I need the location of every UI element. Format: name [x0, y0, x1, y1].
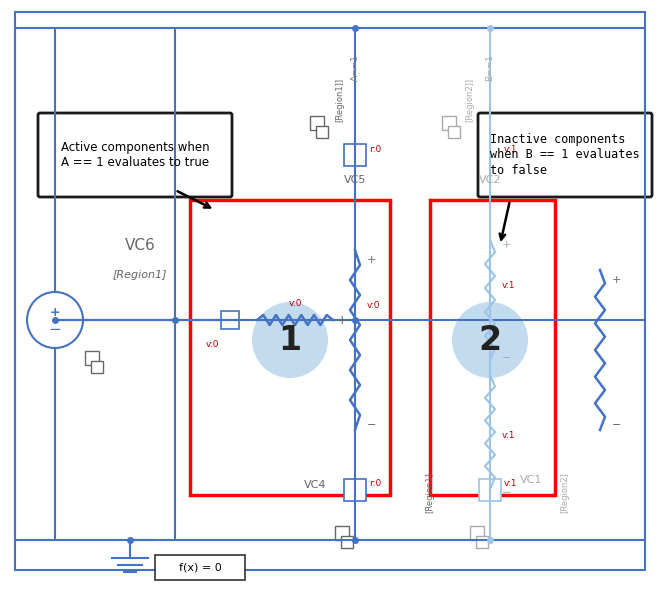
- Bar: [344, 144, 366, 166]
- Text: [Region2]: [Region2]: [560, 472, 570, 514]
- Text: VC1: VC1: [520, 475, 543, 485]
- Text: r:0: r:0: [369, 144, 381, 154]
- Text: +: +: [367, 255, 376, 265]
- Text: VC2: VC2: [478, 175, 501, 185]
- Text: f(x) = 0: f(x) = 0: [179, 563, 221, 573]
- Text: Active components when
A == 1 evaluates to true: Active components when A == 1 evaluates …: [61, 141, 209, 169]
- Text: [Region1]: [Region1]: [113, 270, 167, 280]
- Bar: [479, 479, 501, 501]
- Bar: [316, 126, 328, 138]
- Text: −: −: [612, 420, 621, 430]
- Bar: [335, 526, 349, 540]
- Text: v:1: v:1: [504, 144, 517, 154]
- Text: B==1: B==1: [486, 55, 494, 81]
- Bar: [476, 536, 488, 548]
- Text: 2: 2: [478, 323, 502, 356]
- Bar: [430, 200, 555, 495]
- Text: +: +: [502, 240, 512, 250]
- Text: +: +: [337, 313, 348, 326]
- Bar: [442, 116, 456, 130]
- Text: v:0: v:0: [288, 299, 302, 308]
- Text: [Region1]: [Region1]: [426, 472, 434, 514]
- Bar: [310, 116, 324, 130]
- Text: +: +: [50, 306, 60, 319]
- Text: A==1: A==1: [350, 55, 360, 81]
- Text: −: −: [49, 322, 61, 336]
- Text: Inactive components
when B == 1 evaluates
to false: Inactive components when B == 1 evaluate…: [490, 134, 640, 177]
- Text: v:1: v:1: [504, 479, 517, 488]
- Text: −: −: [242, 313, 253, 326]
- Text: r:0: r:0: [369, 479, 381, 488]
- Bar: [479, 144, 501, 166]
- Text: −: −: [367, 420, 376, 430]
- Bar: [448, 126, 460, 138]
- Text: v:0: v:0: [367, 300, 381, 309]
- Text: 1: 1: [279, 323, 302, 356]
- Bar: [341, 536, 353, 548]
- Bar: [190, 200, 390, 495]
- Text: [Region1]]: [Region1]]: [335, 78, 345, 122]
- Text: −: −: [502, 353, 512, 363]
- Text: VC6: VC6: [125, 237, 155, 253]
- Text: VC5: VC5: [344, 175, 366, 185]
- FancyBboxPatch shape: [478, 113, 652, 197]
- Bar: [155, 555, 245, 580]
- Bar: [221, 311, 239, 329]
- FancyBboxPatch shape: [38, 113, 232, 197]
- Text: −: −: [502, 488, 512, 498]
- Text: v:1: v:1: [502, 280, 515, 290]
- Text: VC4: VC4: [304, 480, 326, 490]
- Circle shape: [452, 302, 528, 378]
- Text: v:0: v:0: [205, 340, 218, 349]
- Bar: [91, 361, 103, 373]
- Bar: [344, 479, 366, 501]
- Bar: [85, 351, 99, 365]
- Circle shape: [252, 302, 328, 378]
- Text: [Region2]]: [Region2]]: [465, 78, 475, 122]
- Text: +: +: [612, 275, 621, 285]
- Text: v:1: v:1: [502, 431, 515, 439]
- Bar: [470, 526, 484, 540]
